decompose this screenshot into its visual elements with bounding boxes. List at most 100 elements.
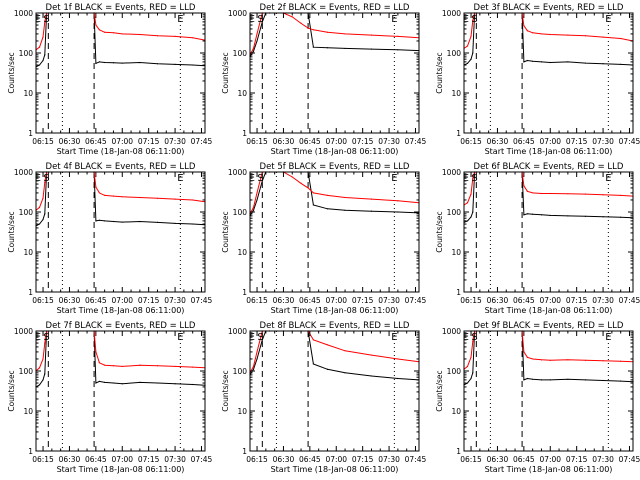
data-point-events	[256, 358, 258, 360]
plot-frame	[35, 330, 206, 452]
data-point-lld	[526, 30, 528, 32]
data-point-lld	[312, 192, 314, 194]
data-point-lld	[44, 342, 46, 344]
data-point-events	[526, 59, 528, 62]
x-tick-label: 07:45	[405, 455, 427, 464]
x-tick-label: 06:15	[246, 455, 268, 464]
flag-label: E	[35, 173, 41, 184]
data-point-lld	[370, 198, 373, 200]
data-point-events	[44, 373, 46, 375]
y-axis-label: Counts/sec	[435, 52, 444, 93]
data-point-events	[540, 379, 543, 381]
x-axis-label: Start Time (18-Jan-08 06:11:00)	[485, 306, 613, 315]
y-axis-label: Counts/sec	[7, 211, 16, 252]
x-tick-label: 06:15	[32, 296, 54, 305]
x-tick-label: 06:15	[246, 137, 268, 146]
data-point-lld	[549, 33, 551, 36]
data-point-lld	[344, 196, 346, 199]
y-tick-label: 1000	[14, 168, 33, 177]
data-point-lld	[95, 186, 97, 188]
x-tick-label: 07:15	[352, 296, 374, 305]
flag-label: S	[471, 332, 477, 343]
data-point-lld	[252, 365, 255, 368]
data-point-events	[602, 63, 604, 65]
x-tick-label: 06:30	[59, 137, 81, 146]
data-point-lld	[300, 182, 302, 184]
data-point-events	[174, 222, 176, 224]
x-tick-label: 07:00	[539, 455, 561, 464]
flag-label: E	[605, 173, 611, 184]
plot-frame	[35, 171, 206, 293]
data-point-events	[397, 49, 399, 51]
data-point-lld	[156, 35, 159, 37]
y-tick-label: 10	[23, 407, 33, 416]
data-point-events	[312, 46, 314, 48]
data-point-lld	[584, 193, 587, 195]
data-point-events	[139, 220, 141, 223]
flag-label: E	[177, 14, 183, 25]
y-tick-label: 100	[447, 49, 462, 58]
data-point-lld	[121, 365, 123, 368]
detector-panel: Det 4f BLACK = Events, RED = LLD 1 10 100 10…	[7, 162, 213, 315]
x-tick-label: 07:15	[352, 455, 374, 464]
data-point-lld	[300, 22, 302, 24]
data-point-lld	[567, 359, 569, 361]
x-tick-label: 06:30	[273, 137, 295, 146]
y-tick-label: 1	[456, 129, 461, 138]
data-point-lld	[252, 47, 255, 50]
y-tick-label: 100	[447, 208, 462, 217]
x-tick-label: 07:30	[378, 137, 400, 146]
series-line-lld	[249, 12, 420, 56]
x-tick-label: 07:30	[592, 455, 614, 464]
x-tick-label: 07:30	[164, 455, 186, 464]
x-tick-label: 06:45	[299, 137, 321, 146]
y-tick-label: 1	[242, 288, 247, 297]
x-tick-label: 07:00	[539, 296, 561, 305]
data-point-lld	[139, 364, 141, 366]
data-point-events	[112, 62, 115, 64]
x-tick-label: 07:45	[191, 296, 213, 305]
x-tick-label: 07:00	[325, 455, 347, 464]
data-point-events	[540, 61, 543, 63]
data-point-lld	[156, 197, 159, 199]
data-point-lld	[540, 359, 543, 361]
x-tick-label: 06:30	[487, 455, 509, 464]
flag-label: S	[43, 173, 49, 184]
data-point-events	[95, 382, 97, 384]
data-point-lld	[312, 29, 314, 31]
data-point-events	[112, 382, 115, 384]
x-axis-label: Start Time (18-Jan-08 06:11:00)	[485, 147, 613, 156]
x-axis-label: Start Time (18-Jan-08 06:11:00)	[271, 147, 399, 156]
data-point-events	[38, 64, 41, 66]
data-point-lld	[252, 206, 255, 209]
data-point-events	[44, 213, 46, 215]
data-point-events	[174, 383, 176, 385]
flag-label: S	[257, 173, 263, 184]
data-point-events	[540, 214, 543, 216]
data-point-events	[567, 378, 569, 380]
data-point-lld	[156, 365, 159, 367]
data-point-events	[344, 209, 346, 211]
x-tick-label: 06:15	[32, 137, 54, 146]
data-point-events	[584, 215, 587, 217]
flag-label: E	[249, 14, 255, 25]
x-tick-label: 07:15	[566, 137, 588, 146]
data-point-lld	[104, 364, 106, 366]
flag-label: E	[463, 332, 469, 343]
data-point-events	[620, 63, 622, 65]
data-point-lld	[466, 202, 469, 204]
data-point-lld	[532, 192, 534, 194]
data-point-events	[252, 209, 255, 211]
data-point-events	[472, 372, 474, 374]
data-point-events	[121, 62, 123, 64]
data-point-events	[121, 383, 123, 385]
data-point-events	[98, 380, 100, 382]
x-tick-label: 06:30	[59, 296, 81, 305]
data-point-lld	[139, 196, 141, 199]
y-axis-label: Counts/sec	[221, 211, 230, 252]
y-tick-label: 1000	[228, 168, 247, 177]
y-tick-label: 100	[233, 49, 248, 58]
data-point-events	[312, 363, 314, 365]
data-point-lld	[112, 365, 115, 367]
